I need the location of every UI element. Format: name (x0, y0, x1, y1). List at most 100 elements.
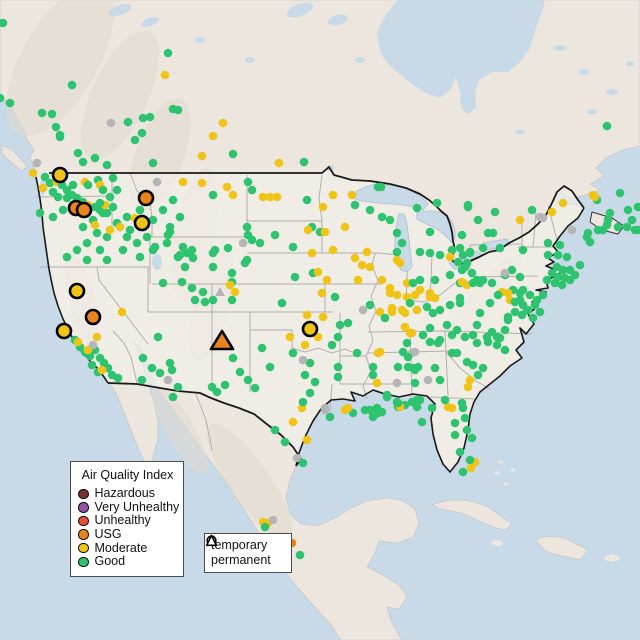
monitor-dot[interactable] (313, 267, 323, 277)
monitor-dot[interactable] (412, 203, 422, 213)
monitor-dot[interactable] (490, 207, 500, 217)
monitor-dot[interactable] (442, 320, 452, 330)
monitor-dot[interactable] (307, 248, 317, 258)
monitor-dot[interactable] (82, 255, 92, 265)
monitor-dot[interactable] (503, 288, 513, 298)
monitor-dot[interactable] (478, 243, 488, 253)
monitor-dot[interactable] (435, 250, 445, 260)
monitor-dot[interactable] (400, 322, 410, 332)
monitor-dot[interactable] (400, 308, 410, 318)
monitor-dot[interactable] (445, 300, 455, 310)
monitor-dot[interactable] (88, 340, 98, 350)
monitor-dot[interactable] (365, 405, 375, 415)
monitor-dot[interactable] (87, 360, 97, 370)
monitor-dot[interactable] (152, 177, 162, 187)
monitor-dot[interactable] (222, 182, 232, 192)
monitor-dot[interactable] (410, 378, 420, 388)
monitor-dot[interactable] (228, 149, 238, 159)
monitor-dot[interactable] (208, 190, 218, 200)
monitor-dot[interactable] (102, 160, 112, 170)
monitor-dot[interactable] (302, 310, 312, 320)
monitor-dot[interactable] (153, 332, 163, 342)
monitor-dot[interactable] (102, 232, 112, 242)
monitor-dot[interactable] (467, 433, 477, 443)
monitor-dot[interactable] (123, 117, 133, 127)
monitor-dot[interactable] (435, 375, 445, 385)
monitor-dot[interactable] (243, 375, 253, 385)
monitor-dot[interactable] (422, 302, 432, 312)
monitor-dot[interactable] (582, 232, 592, 242)
monitor-dot[interactable] (473, 215, 483, 225)
monitor-dot[interactable] (180, 262, 190, 272)
monitor-dot[interactable] (163, 375, 173, 385)
monitor-dot[interactable] (197, 178, 207, 188)
monitor-dot[interactable] (503, 315, 513, 325)
monitor-dot[interactable] (105, 225, 115, 235)
monitor-dot[interactable] (385, 288, 395, 298)
monitor-dot[interactable] (447, 403, 457, 413)
monitor-dot[interactable] (274, 158, 284, 168)
monitor-dot[interactable] (458, 250, 468, 260)
monitor-dot[interactable] (302, 195, 312, 205)
monitor-dot[interactable] (333, 332, 343, 342)
monitor-dot[interactable] (465, 248, 475, 258)
monitor-dot[interactable] (415, 275, 425, 285)
monitor-dot[interactable] (365, 300, 375, 310)
monitor-dot[interactable] (538, 290, 548, 300)
monitor-dot[interactable] (98, 185, 108, 195)
monitor-dot[interactable] (623, 205, 633, 215)
monitor-dot[interactable] (242, 222, 252, 232)
monitor-dot[interactable] (343, 403, 353, 413)
monitor-dot[interactable] (215, 287, 225, 296)
monitor-dot[interactable] (318, 202, 328, 212)
monitor-dot[interactable] (138, 113, 148, 123)
monitor-dot[interactable] (465, 375, 475, 385)
monitor-dot[interactable] (198, 287, 208, 297)
monitor-dot[interactable] (615, 188, 625, 198)
monitor-dot[interactable] (402, 278, 412, 288)
monitor-dot[interactable] (277, 298, 287, 308)
monitor-dot[interactable] (425, 288, 435, 298)
monitor-dot[interactable] (333, 372, 343, 382)
monitor-dot[interactable] (117, 307, 127, 317)
monitor-dot[interactable] (208, 262, 218, 272)
monitor-dot[interactable] (227, 295, 237, 305)
temporary-event-marker[interactable] (75, 201, 93, 219)
monitor-dot[interactable] (460, 332, 470, 342)
monitor-dot[interactable] (317, 288, 327, 298)
monitor-dot[interactable] (58, 205, 68, 215)
monitor-dot[interactable] (375, 347, 385, 357)
monitor-dot[interactable] (507, 265, 517, 275)
monitor-dot[interactable] (452, 348, 462, 358)
monitor-dot[interactable] (45, 178, 55, 188)
monitor-dot[interactable] (82, 238, 92, 248)
monitor-dot[interactable] (285, 332, 295, 342)
monitor-dot[interactable] (567, 225, 577, 235)
monitor-dot[interactable] (415, 247, 425, 257)
monitor-dot[interactable] (417, 417, 427, 427)
monitor-dot[interactable] (78, 157, 88, 167)
monitor-dot[interactable] (28, 168, 38, 178)
monitor-dot[interactable] (67, 80, 77, 90)
monitor-dot[interactable] (412, 395, 422, 405)
monitor-dot[interactable] (83, 180, 93, 190)
monitor-dot[interactable] (352, 348, 362, 358)
monitor-dot[interactable] (510, 307, 520, 317)
monitor-dot[interactable] (495, 333, 505, 343)
monitor-dot[interactable] (347, 190, 357, 200)
monitor-dot[interactable] (605, 208, 615, 218)
monitor-dot[interactable] (478, 275, 488, 285)
monitor-dot[interactable] (155, 368, 165, 378)
monitor-dot[interactable] (450, 418, 460, 428)
monitor-dot[interactable] (163, 230, 173, 240)
monitor-dot[interactable] (455, 447, 465, 457)
monitor-dot[interactable] (320, 403, 330, 413)
monitor-dot[interactable] (53, 192, 63, 202)
monitor-dot[interactable] (368, 370, 378, 380)
monitor-dot[interactable] (137, 375, 147, 385)
monitor-dot[interactable] (288, 242, 298, 252)
monitor-dot[interactable] (47, 109, 57, 119)
monitor-dot[interactable] (78, 222, 88, 232)
monitor-dot[interactable] (223, 243, 233, 253)
monitor-dot[interactable] (463, 202, 473, 212)
